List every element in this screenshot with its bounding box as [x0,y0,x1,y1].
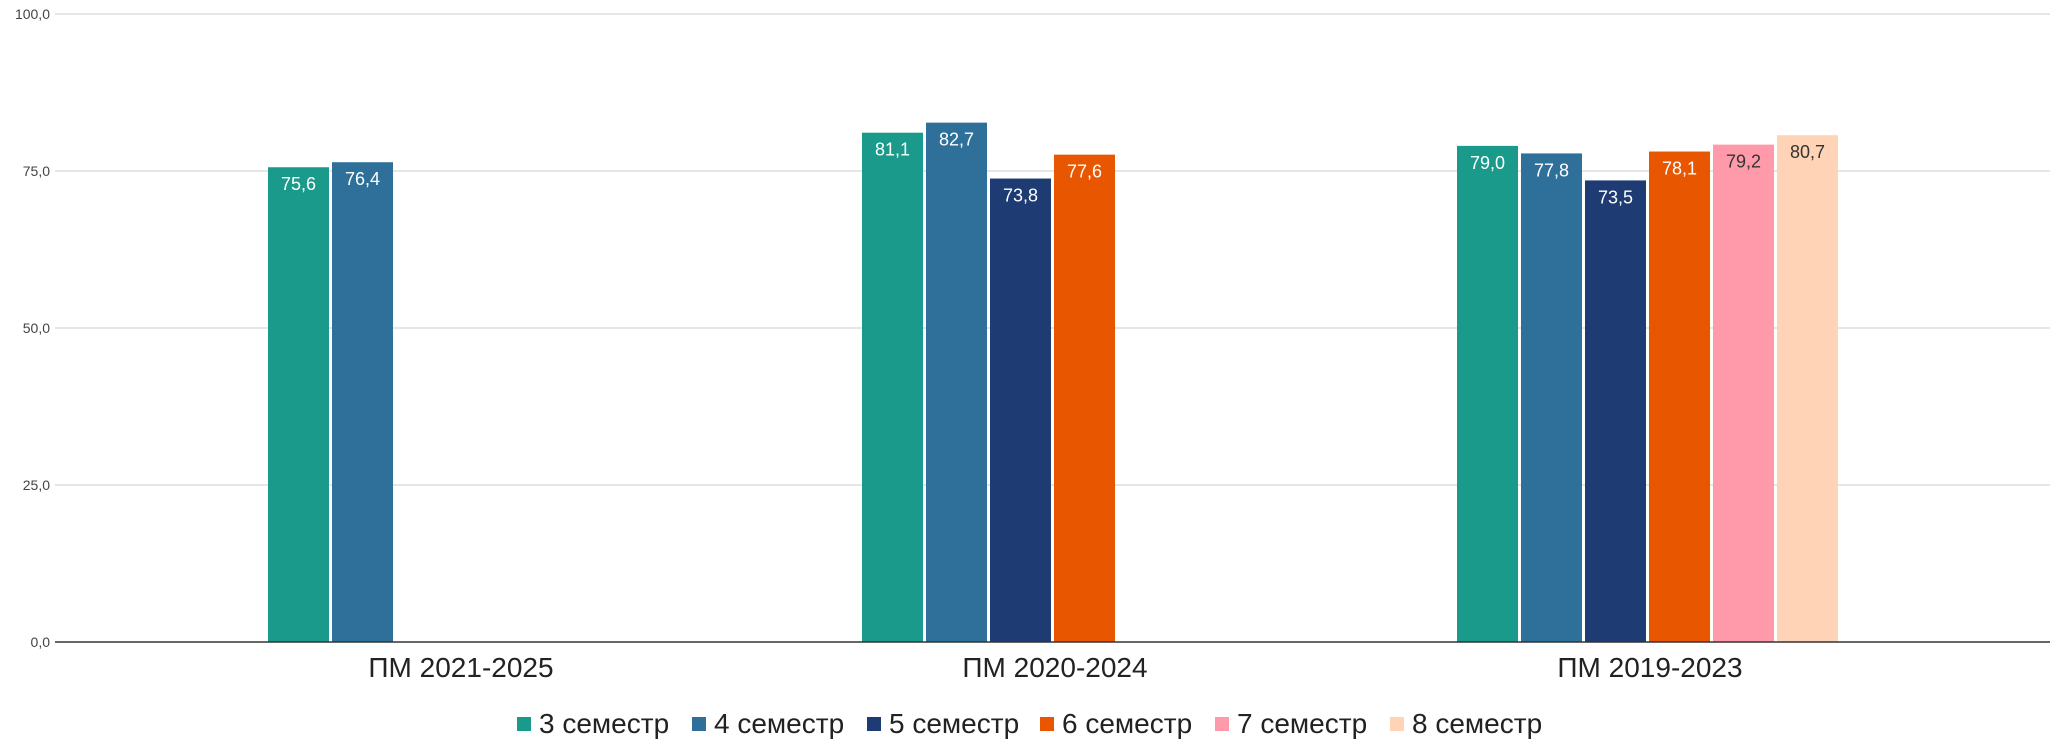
bar [1777,135,1838,643]
bar-value-label: 75,6 [281,174,316,194]
legend-label: 8 семестр [1412,708,1542,739]
x-category-label: ПМ 2019-2023 [1557,652,1742,683]
bars [268,122,1838,643]
y-tick-label: 100,0 [15,6,50,22]
x-category-label: ПМ 2021-2025 [368,652,553,683]
bar-value-label: 73,5 [1598,187,1633,207]
bar-value-label: 82,7 [939,130,974,150]
legend-swatch [1040,717,1054,731]
legend-label: 6 семестр [1062,708,1192,739]
y-axis-ticks: 0,0 25,0 50,0 75,0 100,0 [15,6,50,650]
legend-label: 3 семестр [539,708,669,739]
y-tick-label: 50,0 [23,320,50,336]
bar-value-label: 73,8 [1003,186,1038,206]
bar-value-label: 76,4 [345,169,380,189]
legend-swatch [867,717,881,731]
bar [268,167,329,642]
legend-swatch [517,717,531,731]
bar [1457,145,1518,642]
legend-label: 5 семестр [889,708,1019,739]
bar [1054,154,1115,642]
legend-swatch [1390,717,1404,731]
legend-label: 4 семестр [714,708,844,739]
x-category-label: ПМ 2020-2024 [962,652,1147,683]
bar [862,132,923,642]
legend-swatch [692,717,706,731]
bar [1713,144,1774,642]
legend-label: 7 семестр [1237,708,1367,739]
x-axis-categories: ПМ 2021-2025 ПМ 2020-2024 ПМ 2019-2023 [368,652,1742,683]
bar [926,122,987,643]
bar [1649,151,1710,643]
bar [1585,180,1646,643]
y-tick-label: 0,0 [31,634,51,650]
bar-value-label: 79,0 [1470,153,1505,173]
bar [990,178,1051,642]
bar-value-label: 81,1 [875,140,910,160]
bar-value-label: 80,7 [1790,142,1825,162]
bar-value-label: 78,1 [1662,159,1697,179]
bar-value-label: 79,2 [1726,152,1761,172]
legend-swatch [1215,717,1229,731]
bar-value-label: 77,8 [1534,160,1569,180]
data-labels: 75,6 81,1 79,0 76,4 82,7 77,8 73,8 73,5 77,6 78,1… [281,130,1825,208]
bar [332,162,393,642]
y-tick-label: 75,0 [23,163,50,179]
bar [1521,153,1582,642]
y-tick-label: 25,0 [23,477,50,493]
bar-value-label: 77,6 [1067,162,1102,182]
legend: 3 семестр 4 семестр 5 семестр 6 семестр 7 се… [517,708,1542,739]
